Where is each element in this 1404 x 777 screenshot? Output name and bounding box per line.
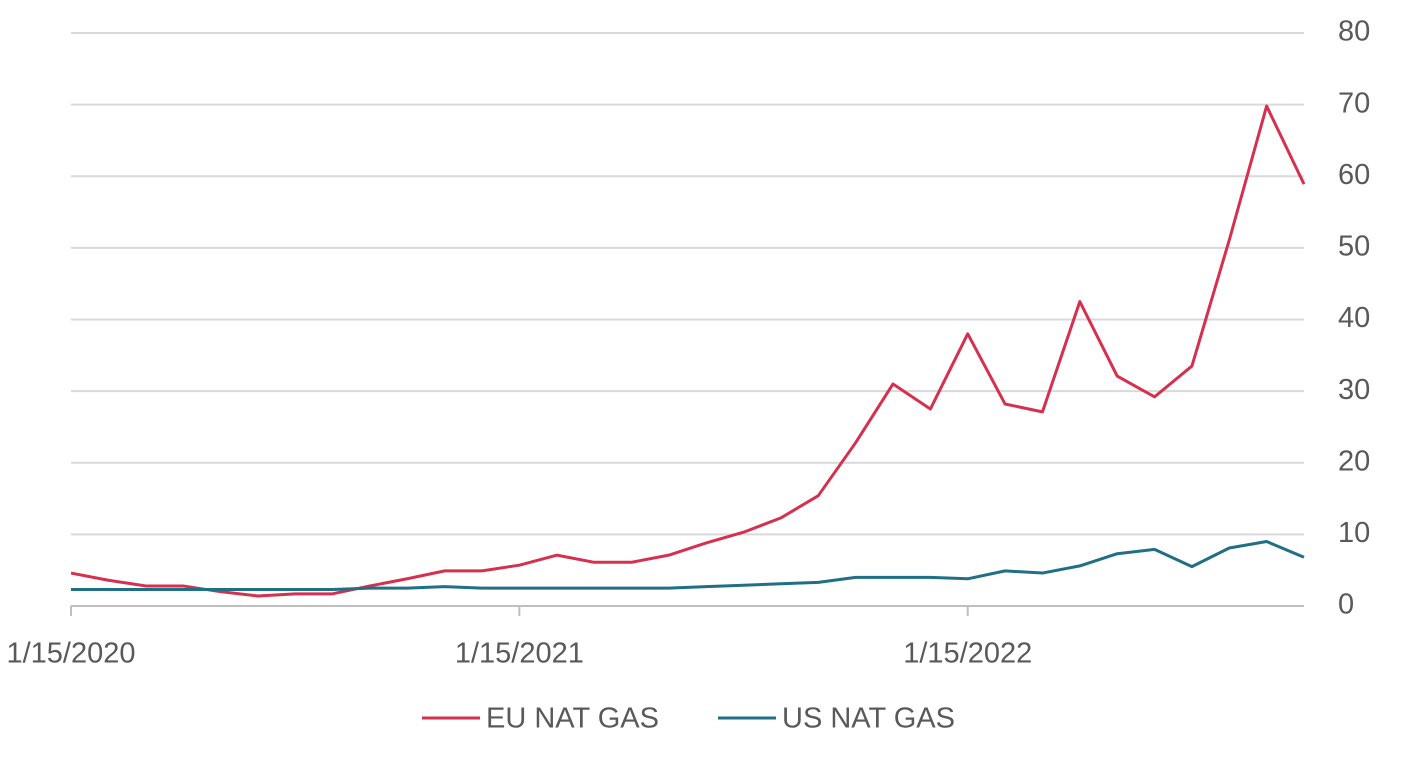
legend-label: EU NAT GAS [486, 703, 659, 735]
legend-label: US NAT GAS [782, 703, 955, 735]
y-tick-label: 20 [1338, 445, 1370, 477]
y-tick-label: 10 [1338, 517, 1370, 549]
y-tick-label: 40 [1338, 302, 1370, 334]
y-tick-label: 0 [1338, 589, 1354, 621]
y-tick-label: 30 [1338, 374, 1370, 406]
x-tick-label: 1/15/2020 [6, 638, 135, 670]
x-tick-label: 1/15/2022 [903, 638, 1032, 670]
y-tick-label: 50 [1338, 231, 1370, 263]
x-tick-label: 1/15/2021 [455, 638, 584, 670]
series-line [71, 540, 1305, 592]
y-tick-label: 70 [1338, 87, 1370, 119]
y-tick-label: 60 [1338, 159, 1370, 191]
series-line [70, 104, 1306, 598]
y-tick-label: 80 [1338, 16, 1370, 48]
